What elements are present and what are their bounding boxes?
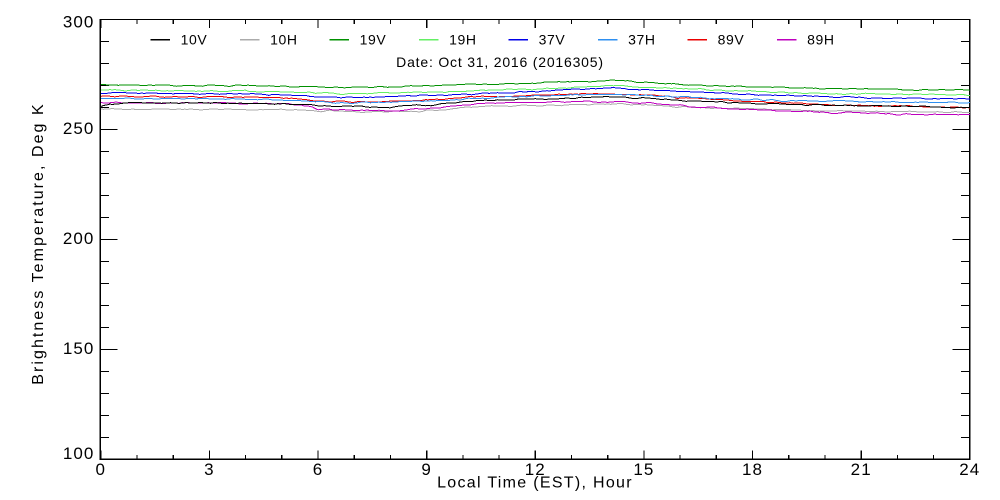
svg-text:37V: 37V — [539, 31, 566, 47]
svg-text:18: 18 — [742, 460, 763, 479]
svg-text:9: 9 — [421, 460, 432, 479]
svg-text:24: 24 — [959, 460, 980, 479]
svg-text:10V: 10V — [181, 31, 208, 47]
svg-text:19H: 19H — [449, 31, 476, 47]
svg-text:21: 21 — [851, 460, 872, 479]
svg-text:100: 100 — [63, 444, 95, 463]
svg-text:250: 250 — [63, 119, 95, 138]
svg-text:Date: Oct 31, 2016 (2016305): Date: Oct 31, 2016 (2016305) — [396, 54, 604, 70]
svg-text:12: 12 — [525, 460, 546, 479]
svg-text:15: 15 — [633, 460, 654, 479]
svg-text:200: 200 — [63, 229, 95, 248]
svg-text:10H: 10H — [270, 31, 297, 47]
svg-text:37H: 37H — [628, 31, 655, 47]
svg-text:89V: 89V — [718, 31, 745, 47]
svg-text:150: 150 — [63, 339, 95, 358]
svg-text:Brightness Temperature, Deg K: Brightness Temperature, Deg K — [30, 102, 47, 384]
svg-text:6: 6 — [313, 460, 324, 479]
svg-text:300: 300 — [63, 12, 95, 31]
svg-text:3: 3 — [204, 460, 215, 479]
svg-text:89H: 89H — [807, 31, 834, 47]
svg-text:0: 0 — [96, 460, 107, 479]
svg-text:19V: 19V — [360, 31, 387, 47]
svg-text:Local Time (EST), Hour: Local Time (EST), Hour — [437, 475, 633, 492]
